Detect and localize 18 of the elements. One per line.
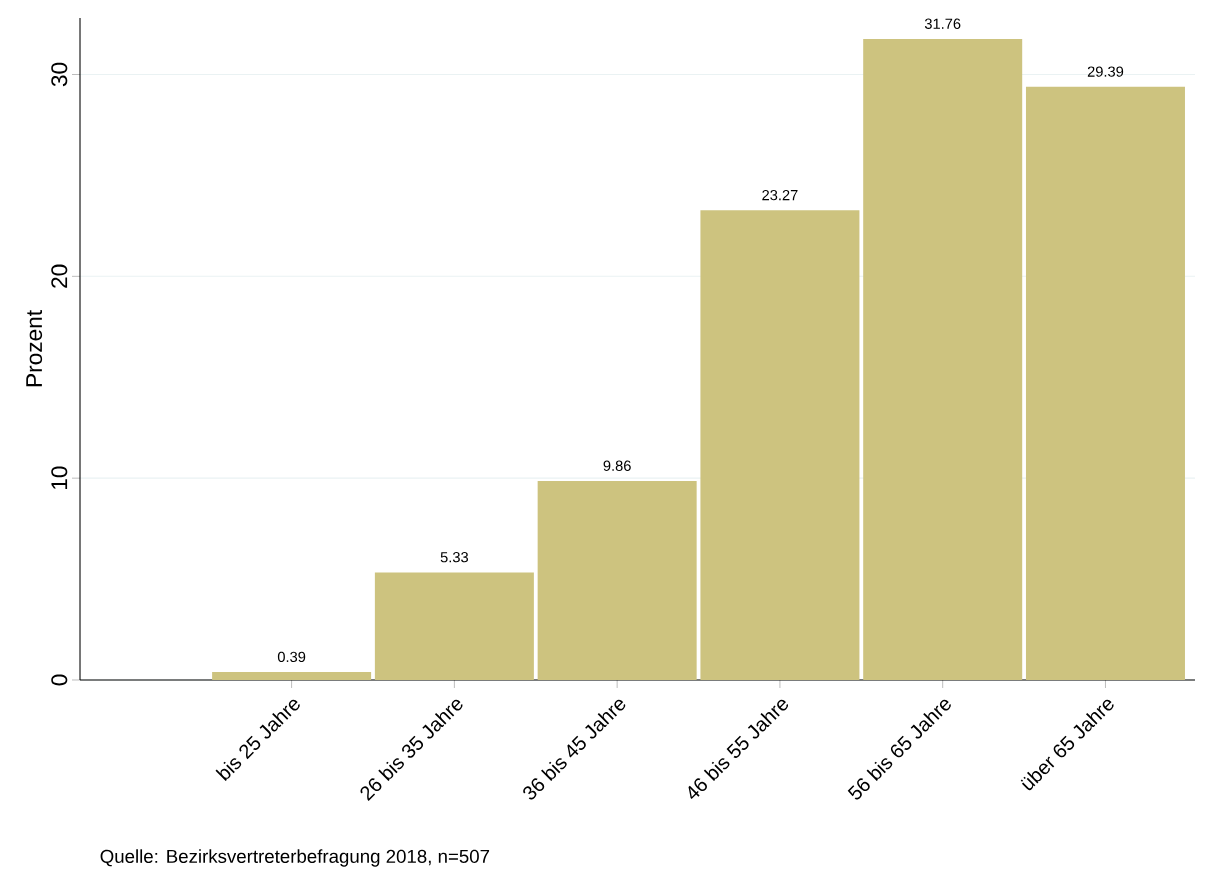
bar bbox=[537, 480, 697, 680]
bar bbox=[374, 572, 534, 680]
y-axis-title: Prozent bbox=[26, 310, 43, 387]
bar bbox=[212, 672, 372, 680]
bar bbox=[700, 210, 860, 680]
bar bbox=[863, 38, 1023, 680]
y-tick-label: 20 bbox=[51, 264, 68, 288]
source-note: Quelle: Bezirksvertreterbefragung 2018, n=507 bbox=[100, 849, 490, 867]
data-label: 9.86 bbox=[603, 460, 631, 471]
y-tick-label: 30 bbox=[51, 62, 68, 87]
data-label: 23.27 bbox=[762, 189, 798, 201]
bar bbox=[1025, 86, 1185, 680]
data-label: 0.39 bbox=[277, 651, 306, 663]
y-tick-label: 0 bbox=[51, 674, 68, 686]
data-label: 29.39 bbox=[1087, 66, 1124, 77]
data-label: 5.33 bbox=[440, 552, 468, 563]
y-tick-label: 10 bbox=[51, 466, 68, 490]
data-label: 31.76 bbox=[924, 18, 961, 29]
